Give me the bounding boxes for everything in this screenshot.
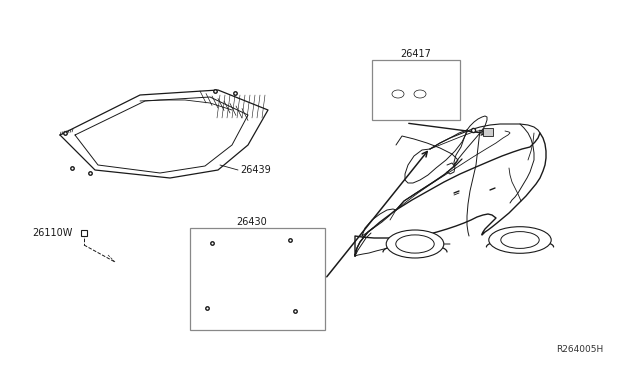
Bar	[483, 128, 493, 136]
Bar	[190, 228, 325, 330]
Ellipse shape	[414, 90, 426, 98]
Ellipse shape	[501, 232, 540, 248]
Ellipse shape	[386, 230, 444, 258]
Ellipse shape	[489, 227, 551, 253]
Text: 26430: 26430	[237, 217, 268, 227]
Bar	[372, 60, 460, 120]
Text: 26439: 26439	[240, 165, 271, 175]
Text: 26110W: 26110W	[32, 228, 72, 238]
Ellipse shape	[392, 90, 404, 98]
Text: R264005H: R264005H	[556, 346, 604, 355]
Ellipse shape	[396, 235, 434, 253]
Text: 26417: 26417	[401, 49, 431, 59]
